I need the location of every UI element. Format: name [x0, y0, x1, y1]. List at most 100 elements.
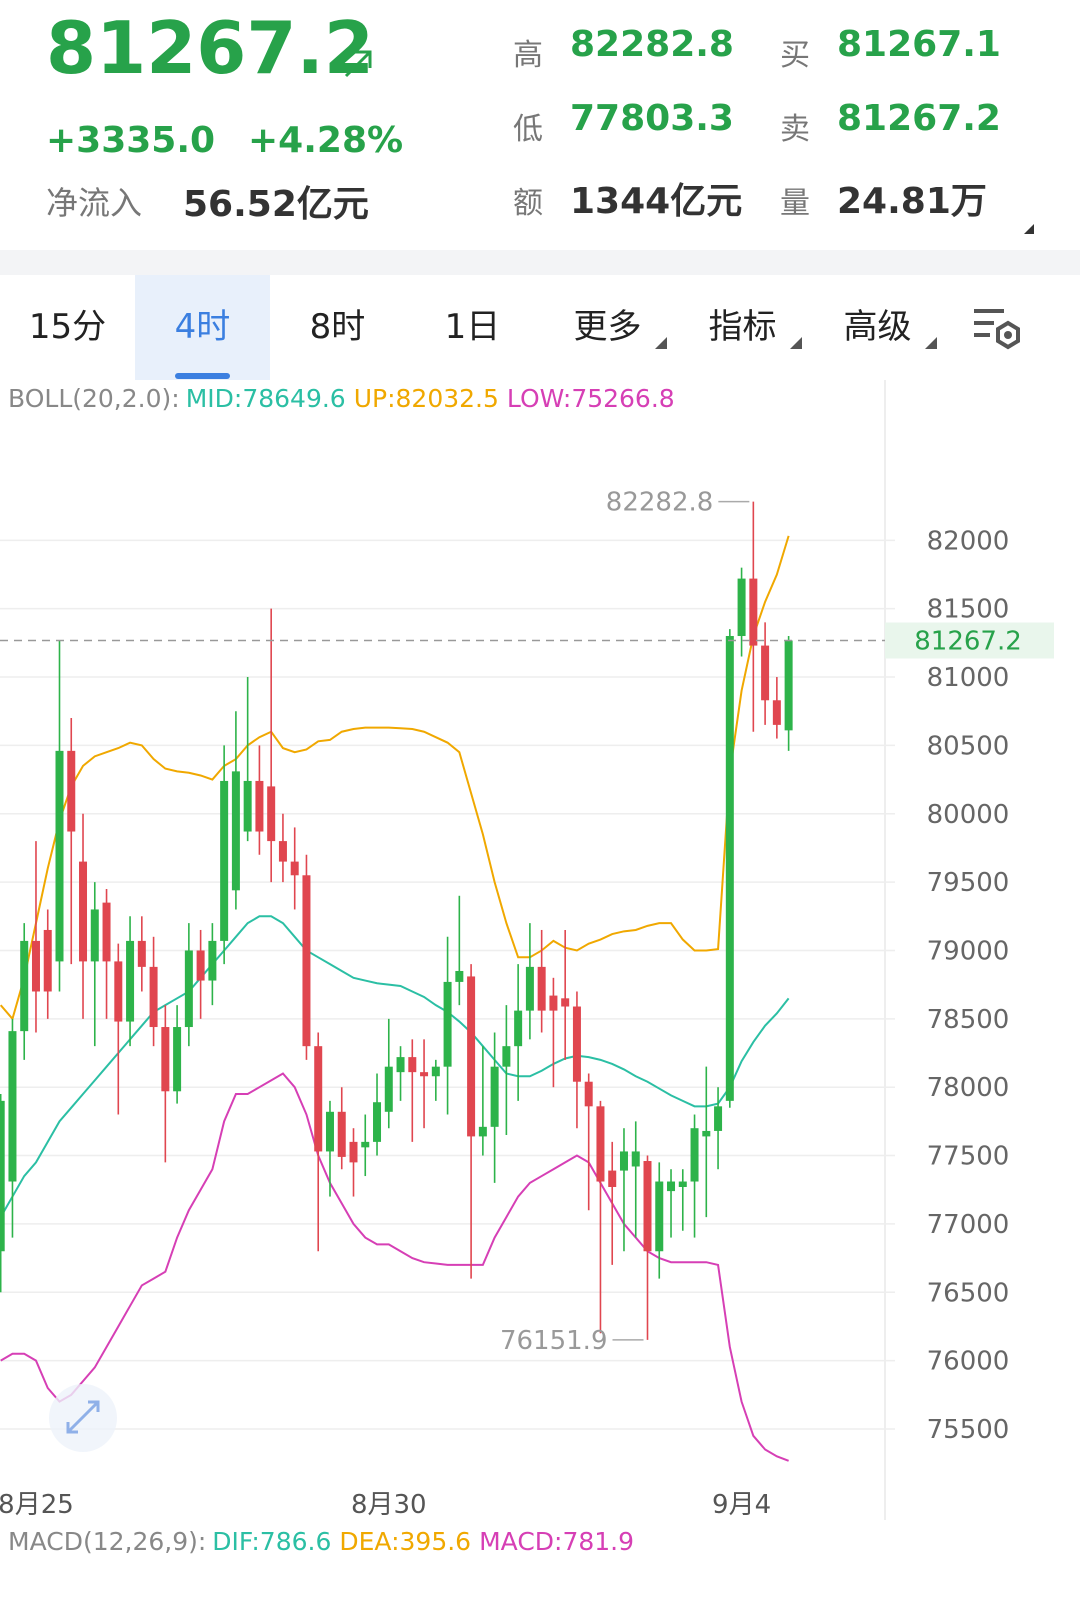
tab[interactable]: 4时 [135, 275, 270, 380]
stat-label: 量 [780, 186, 810, 221]
candle-body [361, 1141, 370, 1148]
max-label: 82282.8 [606, 488, 714, 518]
candle-body [714, 1106, 723, 1131]
tab[interactable]: 高级 [810, 275, 945, 380]
candle-body [549, 995, 558, 1011]
change-pct: +4.28% [248, 120, 404, 161]
candle-body [631, 1151, 640, 1167]
candle-body [31, 940, 40, 992]
candle-body [596, 1106, 605, 1182]
candle-body [431, 1066, 440, 1077]
candle-body [678, 1181, 687, 1187]
boll-line [0, 915, 790, 1218]
candle-body [20, 940, 29, 1032]
boll-value: 78649.6 [242, 384, 346, 413]
candle-body [208, 940, 217, 981]
boll-label: BOLL(20,2.0): [8, 384, 180, 413]
boll-name: UP: [353, 384, 396, 413]
candle-body [443, 981, 452, 1067]
dropdown-triangle [655, 337, 667, 349]
macd-label: MACD(12,26,9): [8, 1527, 207, 1556]
dropdown-triangle [925, 337, 937, 349]
expand-triangle[interactable] [1022, 222, 1036, 236]
y-tick-label: 78500 [927, 1005, 1010, 1035]
candle-body [761, 645, 770, 701]
candle-body [67, 750, 76, 832]
candle-body [490, 1066, 499, 1127]
macd-name: DEA: [339, 1527, 400, 1556]
y-tick-label: 77500 [927, 1142, 1010, 1172]
candle-body [302, 875, 311, 1047]
price: 81267.2 [46, 6, 374, 90]
candle-body [502, 1046, 511, 1067]
netflow-label: 净流入 [46, 184, 143, 222]
boll-item: UP:82032.5 [354, 384, 499, 413]
candle-body [43, 929, 52, 992]
candle-body [255, 780, 264, 832]
settings-icon[interactable] [972, 305, 1024, 351]
candle-body [690, 1128, 699, 1182]
candle-body [325, 1111, 334, 1152]
candle-body [643, 1161, 652, 1252]
x-tick-label: 9月4 [712, 1490, 771, 1520]
macd-legend: MACD(12,26,9): DIF:786.6 DEA:395.6 MACD:781… [8, 1527, 634, 1556]
candle-body [373, 1102, 382, 1142]
candle-body [243, 780, 252, 832]
stat-label: 低 [513, 112, 543, 147]
last-price-label: 81267.2 [914, 627, 1022, 657]
macd-name: MACD: [479, 1527, 563, 1556]
candle-body [608, 1170, 617, 1187]
y-tick-label: 79500 [927, 868, 1010, 898]
boll-name: LOW: [506, 384, 572, 413]
up-arrow [344, 50, 372, 78]
y-tick-label: 80000 [927, 800, 1010, 830]
boll-item: LOW:75266.8 [507, 384, 675, 413]
y-tick-label: 76500 [927, 1278, 1010, 1308]
tab[interactable]: 更多 [540, 275, 675, 380]
candle-body [702, 1130, 711, 1137]
candle-body [114, 961, 123, 1022]
boll-item: MID:78649.6 [186, 384, 346, 413]
stat-value: 82282.8 [570, 24, 734, 65]
stat-value: 1344亿元 [570, 181, 743, 222]
macd-value: 786.6 [259, 1527, 332, 1556]
candle-body [784, 640, 793, 731]
stat-value: 81267.1 [837, 24, 1001, 65]
macd-name: DIF: [212, 1527, 260, 1556]
tab[interactable]: 15分 [28, 307, 107, 347]
candle-body [173, 1027, 182, 1092]
candle-body [314, 1046, 323, 1152]
boll-line [0, 535, 790, 1021]
macd-item: DIF:786.6 [212, 1527, 331, 1556]
y-tick-label: 81500 [927, 595, 1010, 625]
x-tick-label: 8月25 [0, 1490, 74, 1520]
candle-body [290, 861, 299, 876]
candle-body [102, 902, 111, 962]
tab[interactable]: 8时 [309, 307, 366, 347]
separator [0, 250, 1080, 275]
y-tick-label: 81000 [927, 663, 1010, 693]
tab[interactable]: 指标 [675, 275, 810, 380]
candle-body [267, 786, 276, 842]
stat-label: 高 [513, 38, 543, 73]
macd-value: 781.9 [562, 1527, 635, 1556]
candle-body [90, 909, 99, 962]
candle-body [561, 998, 570, 1007]
candle-body [725, 636, 734, 1101]
netflow-value: 56.52亿元 [183, 184, 369, 225]
boll-line [0, 1072, 789, 1462]
candle-body [278, 841, 287, 862]
candle-body [0, 1100, 5, 1252]
candle-body [667, 1181, 676, 1192]
change: +3335.0 [46, 120, 216, 161]
boll-value: 82032.5 [395, 384, 499, 413]
candle-body [772, 700, 781, 725]
candle-body [478, 1126, 487, 1137]
tab[interactable]: 1日 [444, 307, 501, 347]
candle-body [537, 966, 546, 1011]
y-tick-label: 76000 [927, 1347, 1010, 1377]
candle-body [161, 1027, 170, 1092]
candle-body [137, 940, 146, 967]
candle-body [196, 950, 205, 981]
